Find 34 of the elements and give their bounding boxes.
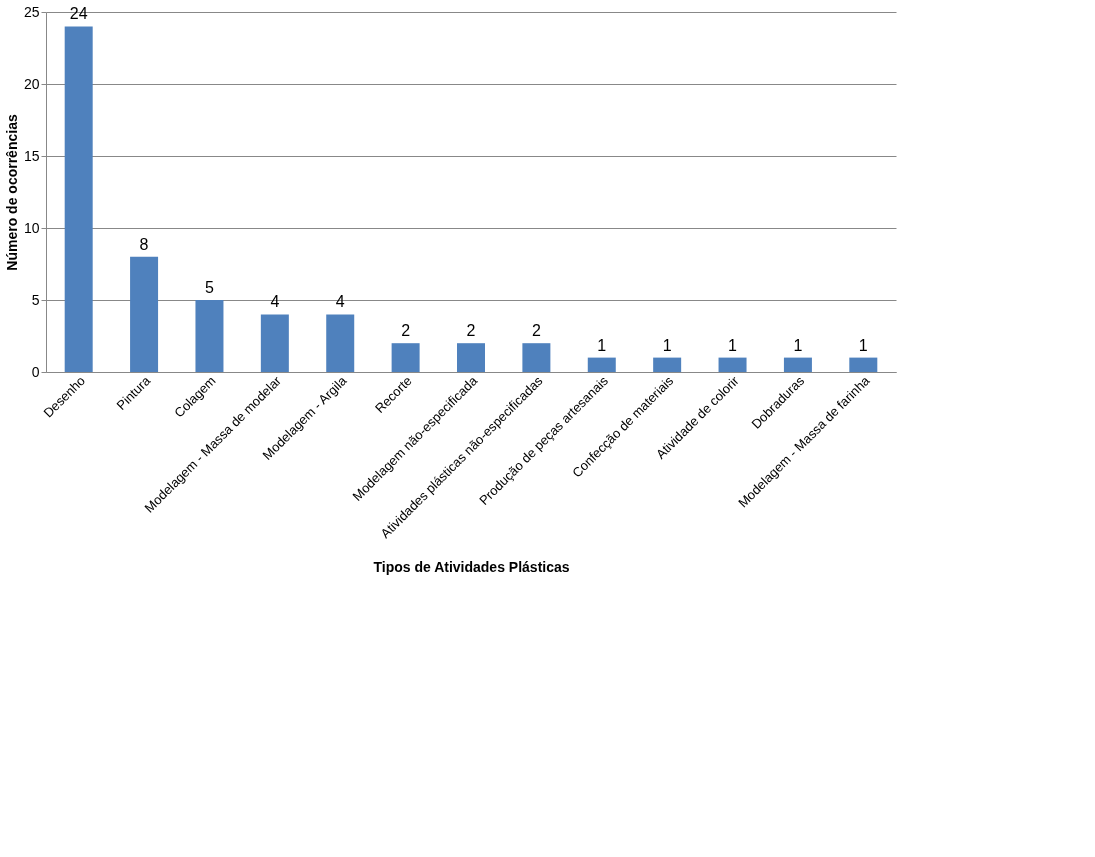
bar [587,357,616,372]
y-tick-label: 20 [23,75,40,92]
bar [130,256,159,372]
x-axis-title: Tipos de Atividades Plásticas [373,559,570,576]
bar [522,343,551,372]
data-label: 1 [662,336,672,354]
y-axis-title: Número de ocorrências [3,114,20,271]
data-label: 4 [270,293,280,311]
data-label: 2 [531,322,541,340]
data-label: 1 [793,336,803,354]
bar [326,314,355,372]
y-tick-label: 5 [31,291,40,308]
data-label: 5 [205,279,215,296]
y-tick-label: 0 [31,363,40,380]
bar [391,343,420,372]
bar [260,314,289,372]
bar [457,343,485,372]
data-label: 1 [597,336,607,354]
data-label: 8 [139,235,149,253]
bar [653,357,682,372]
data-label: 2 [401,322,411,340]
bar [195,300,224,372]
data-label: 24 [69,5,88,23]
y-tick-label: 15 [23,147,40,164]
y-tick-label: 25 [23,3,40,20]
y-tick-label: 10 [23,219,40,236]
bar [849,357,878,372]
data-label: 1 [728,336,738,354]
data-label: 2 [466,322,476,340]
data-label: 4 [335,293,345,311]
bar [64,26,93,372]
bar [783,357,812,372]
data-label: 1 [858,336,868,354]
bar [718,357,747,372]
